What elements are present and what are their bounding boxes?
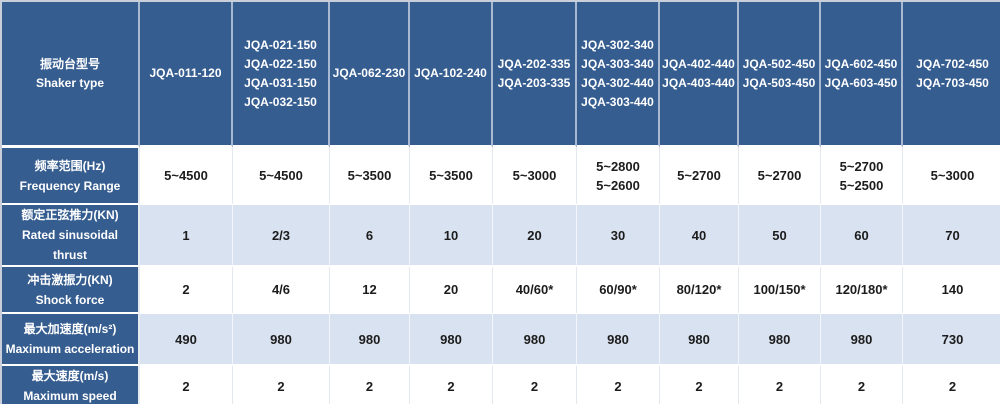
data-cell: 2 (493, 366, 577, 404)
row-label-maximum-acceleration: 最大加速度(m/s²) Maximum acceleration (2, 314, 140, 366)
model-column-header: JQA-011-120 (140, 2, 233, 148)
data-cell: 5~2700 (739, 148, 821, 205)
data-cell: 5~2700 5~2500 (821, 148, 903, 205)
data-cell: 5~3000 (493, 148, 577, 205)
data-cell: 10 (410, 205, 493, 267)
shaker-type-corner-header: 振动台型号 Shaker type (2, 2, 140, 148)
model-column-header: JQA-102-240 (410, 2, 493, 148)
data-cell: 5~3000 (903, 148, 1000, 205)
data-cell: 980 (660, 314, 739, 366)
data-cell: 6 (330, 205, 410, 267)
model-column-header: JQA-202-335 JQA-203-335 (493, 2, 577, 148)
data-cell: 12 (330, 267, 410, 314)
data-cell: 4/6 (233, 267, 330, 314)
data-cell: 60 (821, 205, 903, 267)
shock-force-row: 冲击激振力(KN) Shock force 2 4/6 12 20 40/60*… (2, 267, 1000, 314)
model-column-header: JQA-402-440 JQA-403-440 (660, 2, 739, 148)
data-cell: 490 (140, 314, 233, 366)
data-cell: 2/3 (233, 205, 330, 267)
model-column-header: JQA-062-230 (330, 2, 410, 148)
data-cell: 60/90* (577, 267, 660, 314)
data-cell: 20 (493, 205, 577, 267)
row-label-maximum-speed: 最大速度(m/s) Maximum speed (2, 366, 140, 404)
model-column-header: JQA-502-450 JQA-503-450 (739, 2, 821, 148)
data-cell: 50 (739, 205, 821, 267)
data-cell: 80/120* (660, 267, 739, 314)
data-cell: 1 (140, 205, 233, 267)
data-cell: 140 (903, 267, 1000, 314)
data-cell: 5~4500 (140, 148, 233, 205)
data-cell: 980 (739, 314, 821, 366)
model-column-header: JQA-602-450 JQA-603-450 (821, 2, 903, 148)
data-cell: 2 (660, 366, 739, 404)
data-cell: 2 (410, 366, 493, 404)
data-cell: 980 (493, 314, 577, 366)
data-cell: 980 (577, 314, 660, 366)
row-label-rated-sinusoidal-thrust: 额定正弦推力(KN) Rated sinusoidal thrust (2, 205, 140, 267)
frequency-range-row: 频率范围(Hz) Frequency Range 5~4500 5~4500 5… (2, 148, 1000, 205)
data-cell: 2 (233, 366, 330, 404)
max-acceleration-row: 最大加速度(m/s²) Maximum acceleration 490 980… (2, 314, 1000, 366)
data-cell: 730 (903, 314, 1000, 366)
data-cell: 5~2800 5~2600 (577, 148, 660, 205)
model-column-header: JQA-302-340 JQA-303-340 JQA-302-440 JQA-… (577, 2, 660, 148)
data-cell: 120/180* (821, 267, 903, 314)
data-cell: 5~3500 (410, 148, 493, 205)
data-cell: 2 (140, 366, 233, 404)
max-speed-row: 最大速度(m/s) Maximum speed 2 2 2 2 2 2 2 2 … (2, 366, 1000, 404)
row-label-shock-force: 冲击激振力(KN) Shock force (2, 267, 140, 314)
header-row: 振动台型号 Shaker type JQA-011-120 JQA-021-15… (2, 2, 1000, 148)
data-cell: 2 (903, 366, 1000, 404)
data-cell: 100/150* (739, 267, 821, 314)
model-column-header: JQA-021-150 JQA-022-150 JQA-031-150 JQA-… (233, 2, 330, 148)
data-cell: 2 (140, 267, 233, 314)
model-column-header: JQA-702-450 JQA-703-450 (903, 2, 1000, 148)
rated-thrust-row: 额定正弦推力(KN) Rated sinusoidal thrust 1 2/3… (2, 205, 1000, 267)
data-cell: 2 (821, 366, 903, 404)
data-cell: 980 (821, 314, 903, 366)
data-cell: 30 (577, 205, 660, 267)
data-cell: 980 (330, 314, 410, 366)
data-cell: 980 (410, 314, 493, 366)
data-cell: 5~3500 (330, 148, 410, 205)
data-cell: 40/60* (493, 267, 577, 314)
data-cell: 980 (233, 314, 330, 366)
data-cell: 5~2700 (660, 148, 739, 205)
data-cell: 2 (739, 366, 821, 404)
data-cell: 5~4500 (233, 148, 330, 205)
row-label-frequency-range: 频率范围(Hz) Frequency Range (2, 148, 140, 205)
data-cell: 20 (410, 267, 493, 314)
data-cell: 2 (330, 366, 410, 404)
data-cell: 2 (577, 366, 660, 404)
data-cell: 70 (903, 205, 1000, 267)
data-cell: 40 (660, 205, 739, 267)
